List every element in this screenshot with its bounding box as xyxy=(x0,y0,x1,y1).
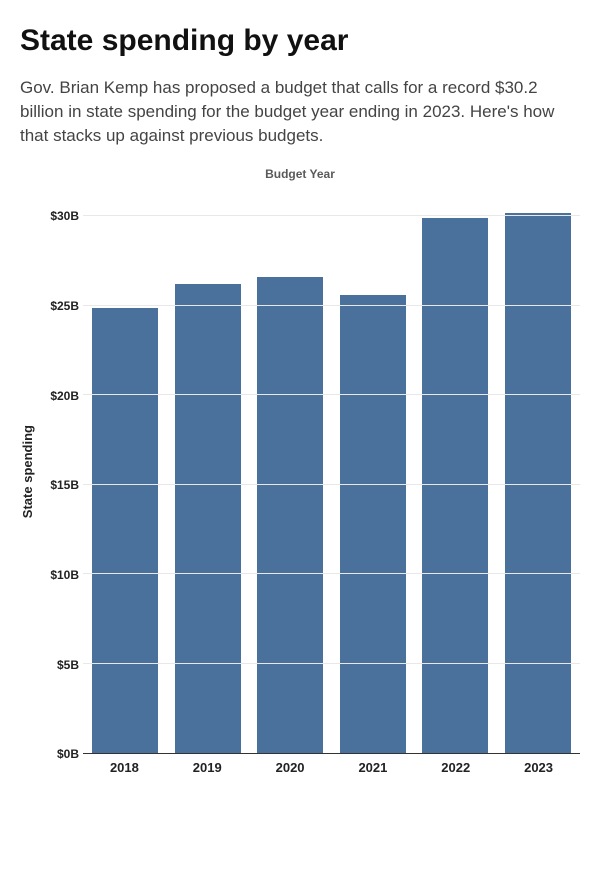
bar-slot xyxy=(333,189,414,753)
bar-slot xyxy=(250,189,331,753)
chart-plot xyxy=(83,189,580,754)
gridline xyxy=(83,663,580,664)
x-tick-label: 2023 xyxy=(497,760,580,775)
y-tick-label: $5B xyxy=(57,658,79,672)
x-tick-label: 2022 xyxy=(414,760,497,775)
gridline xyxy=(83,573,580,574)
x-tick-label: 2018 xyxy=(83,760,166,775)
x-tick-label: 2020 xyxy=(249,760,332,775)
bar xyxy=(92,308,158,754)
x-tick-label: 2021 xyxy=(331,760,414,775)
y-tick-label: $10B xyxy=(50,568,79,582)
gridline xyxy=(83,305,580,306)
gridline xyxy=(83,215,580,216)
bar xyxy=(422,218,488,753)
chart-container: Budget Year State spending $0B $5B $10B $15… xyxy=(20,167,580,775)
bar xyxy=(175,284,241,753)
page-subtitle: Gov. Brian Kemp has proposed a budget th… xyxy=(20,76,580,147)
bars-group xyxy=(83,189,580,753)
x-tick-label: 2019 xyxy=(166,760,249,775)
y-axis-title: State spending xyxy=(20,425,35,518)
chart-area: State spending $0B$5B$10B$15B$20B$25B$30… xyxy=(20,189,580,754)
y-tick-label: $30B xyxy=(50,209,79,223)
y-tick-label: $15B xyxy=(50,478,79,492)
bar-slot xyxy=(168,189,249,753)
bar xyxy=(340,295,406,753)
bar xyxy=(257,277,323,753)
bar-slot xyxy=(415,189,496,753)
page-title: State spending by year xyxy=(20,24,580,58)
bar-slot xyxy=(85,189,166,753)
x-axis-ticks: 201820192020202120222023 xyxy=(83,754,580,775)
y-tick-label: $0B xyxy=(57,747,79,761)
y-tick-label: $25B xyxy=(50,299,79,313)
bar-slot xyxy=(498,189,579,753)
y-tick-label: $20B xyxy=(50,389,79,403)
chart-top-label: Budget Year xyxy=(20,167,580,181)
y-axis-ticks: $0B$5B$10B$15B$20B$25B$30B xyxy=(39,189,83,754)
gridline xyxy=(83,394,580,395)
gridline xyxy=(83,484,580,485)
